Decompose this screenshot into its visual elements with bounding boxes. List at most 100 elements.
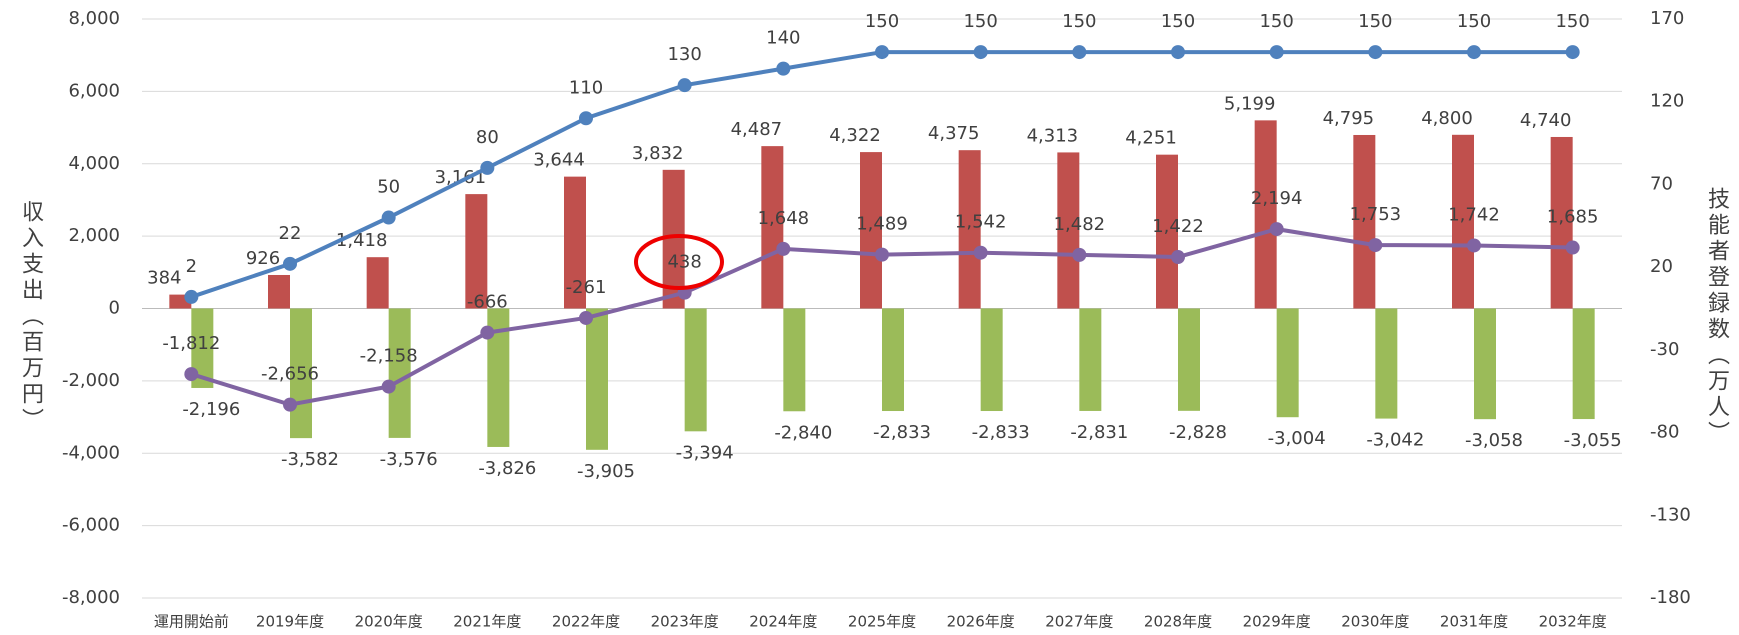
point [579, 310, 593, 325]
point [1368, 238, 1383, 253]
data-label: -3,826 [478, 458, 536, 479]
data-label: 3,832 [632, 143, 684, 164]
data-label: -3,042 [1366, 430, 1424, 451]
point [283, 256, 297, 271]
data-label: -2,840 [774, 422, 832, 443]
y-tick-label: 4,000 [68, 153, 120, 174]
point [1565, 45, 1580, 60]
data-label: 5,199 [1224, 93, 1276, 114]
y2-tick-label: -80 [1650, 422, 1679, 443]
point [1565, 240, 1580, 255]
point [184, 289, 199, 304]
bar [564, 176, 586, 309]
data-label: 2,194 [1251, 188, 1303, 209]
y2-tick-label: 170 [1650, 8, 1684, 29]
bar [684, 308, 707, 432]
point [480, 160, 495, 175]
bar [191, 308, 214, 388]
bar [1572, 308, 1595, 420]
data-label: 22 [279, 223, 302, 244]
data-label: 150 [1062, 11, 1096, 32]
x-tick-label: 2020年度 [355, 613, 423, 631]
data-label: 2 [186, 256, 197, 277]
point [677, 78, 692, 93]
data-label: -1,812 [162, 333, 220, 354]
y-axis-title: 収入支出（百万円） [18, 200, 44, 434]
x-tick-label: 2023年度 [651, 613, 719, 631]
data-label: 1,422 [1152, 216, 1204, 237]
x-tick-label: 2024年度 [749, 613, 817, 631]
x-tick-label: 2021年度 [453, 613, 521, 631]
bar [586, 308, 608, 450]
point [1467, 45, 1481, 60]
x-tick-label: 2028年度 [1144, 613, 1212, 631]
data-label: 50 [377, 177, 400, 198]
x-tick-label: 2022年度 [552, 613, 620, 631]
bar [882, 308, 904, 412]
y2-axis-title: 技能者登録数（万人） [1704, 187, 1730, 447]
highlight-circle [634, 234, 724, 290]
data-label: 3,161 [435, 167, 487, 188]
data-label: 4,313 [1027, 125, 1079, 146]
bar [958, 150, 981, 309]
data-label: 1,742 [1448, 204, 1500, 225]
bar [1550, 136, 1573, 309]
data-label: 4,795 [1323, 108, 1375, 129]
y-tick-label: -8,000 [62, 587, 120, 608]
data-label: -2,158 [360, 346, 418, 367]
bar [465, 194, 488, 309]
data-label: 4,740 [1520, 110, 1572, 131]
data-label: 438 [667, 252, 701, 273]
data-label: 926 [246, 248, 280, 269]
data-label: -261 [566, 277, 607, 298]
data-label: 150 [1457, 11, 1491, 32]
bar [761, 146, 784, 309]
data-label: 4,800 [1421, 108, 1473, 129]
y2-tick-label: 20 [1650, 256, 1673, 277]
bar [783, 308, 806, 412]
y-tick-label: 8,000 [68, 8, 120, 29]
data-label: 140 [766, 28, 800, 49]
y2-tick-label: -30 [1650, 339, 1679, 360]
y-tick-label: -2,000 [62, 370, 120, 391]
data-label: 1,542 [955, 212, 1007, 233]
y2-tick-label: 120 [1650, 91, 1684, 112]
point [1072, 45, 1087, 60]
data-label: -3,582 [281, 449, 339, 470]
data-label: 150 [865, 11, 899, 32]
point [973, 245, 988, 260]
data-label: 4,375 [928, 123, 980, 144]
x-tick-label: 運用開始前 [154, 613, 229, 631]
point [1368, 45, 1383, 60]
data-label: 1,489 [856, 214, 908, 235]
bar [1353, 134, 1376, 309]
x-tick-label: 2019年度 [256, 613, 324, 631]
bar [1276, 308, 1299, 418]
point [875, 45, 889, 60]
data-label: -666 [467, 292, 508, 313]
y-tick-label: 0 [109, 298, 120, 319]
bar [980, 308, 1003, 412]
data-label: 130 [667, 44, 701, 65]
data-label: -2,831 [1070, 422, 1128, 443]
data-label: 150 [1259, 11, 1293, 32]
point [875, 247, 889, 262]
bar [388, 308, 411, 438]
point [1467, 238, 1481, 253]
data-label: 4,322 [829, 125, 881, 146]
bar [1452, 134, 1474, 309]
data-label: 384 [147, 268, 181, 289]
bar [1156, 154, 1178, 309]
bar [1057, 152, 1080, 309]
y2-tick-label: -130 [1650, 504, 1691, 525]
data-label: -3,576 [380, 449, 438, 470]
data-label: 4,487 [731, 119, 783, 140]
bar [860, 152, 882, 309]
y-tick-label: 2,000 [68, 225, 120, 246]
point [1171, 45, 1185, 60]
point [480, 325, 495, 340]
data-label: 150 [1555, 11, 1589, 32]
data-label: -2,656 [261, 364, 319, 385]
x-tick-label: 2032年度 [1539, 613, 1607, 631]
